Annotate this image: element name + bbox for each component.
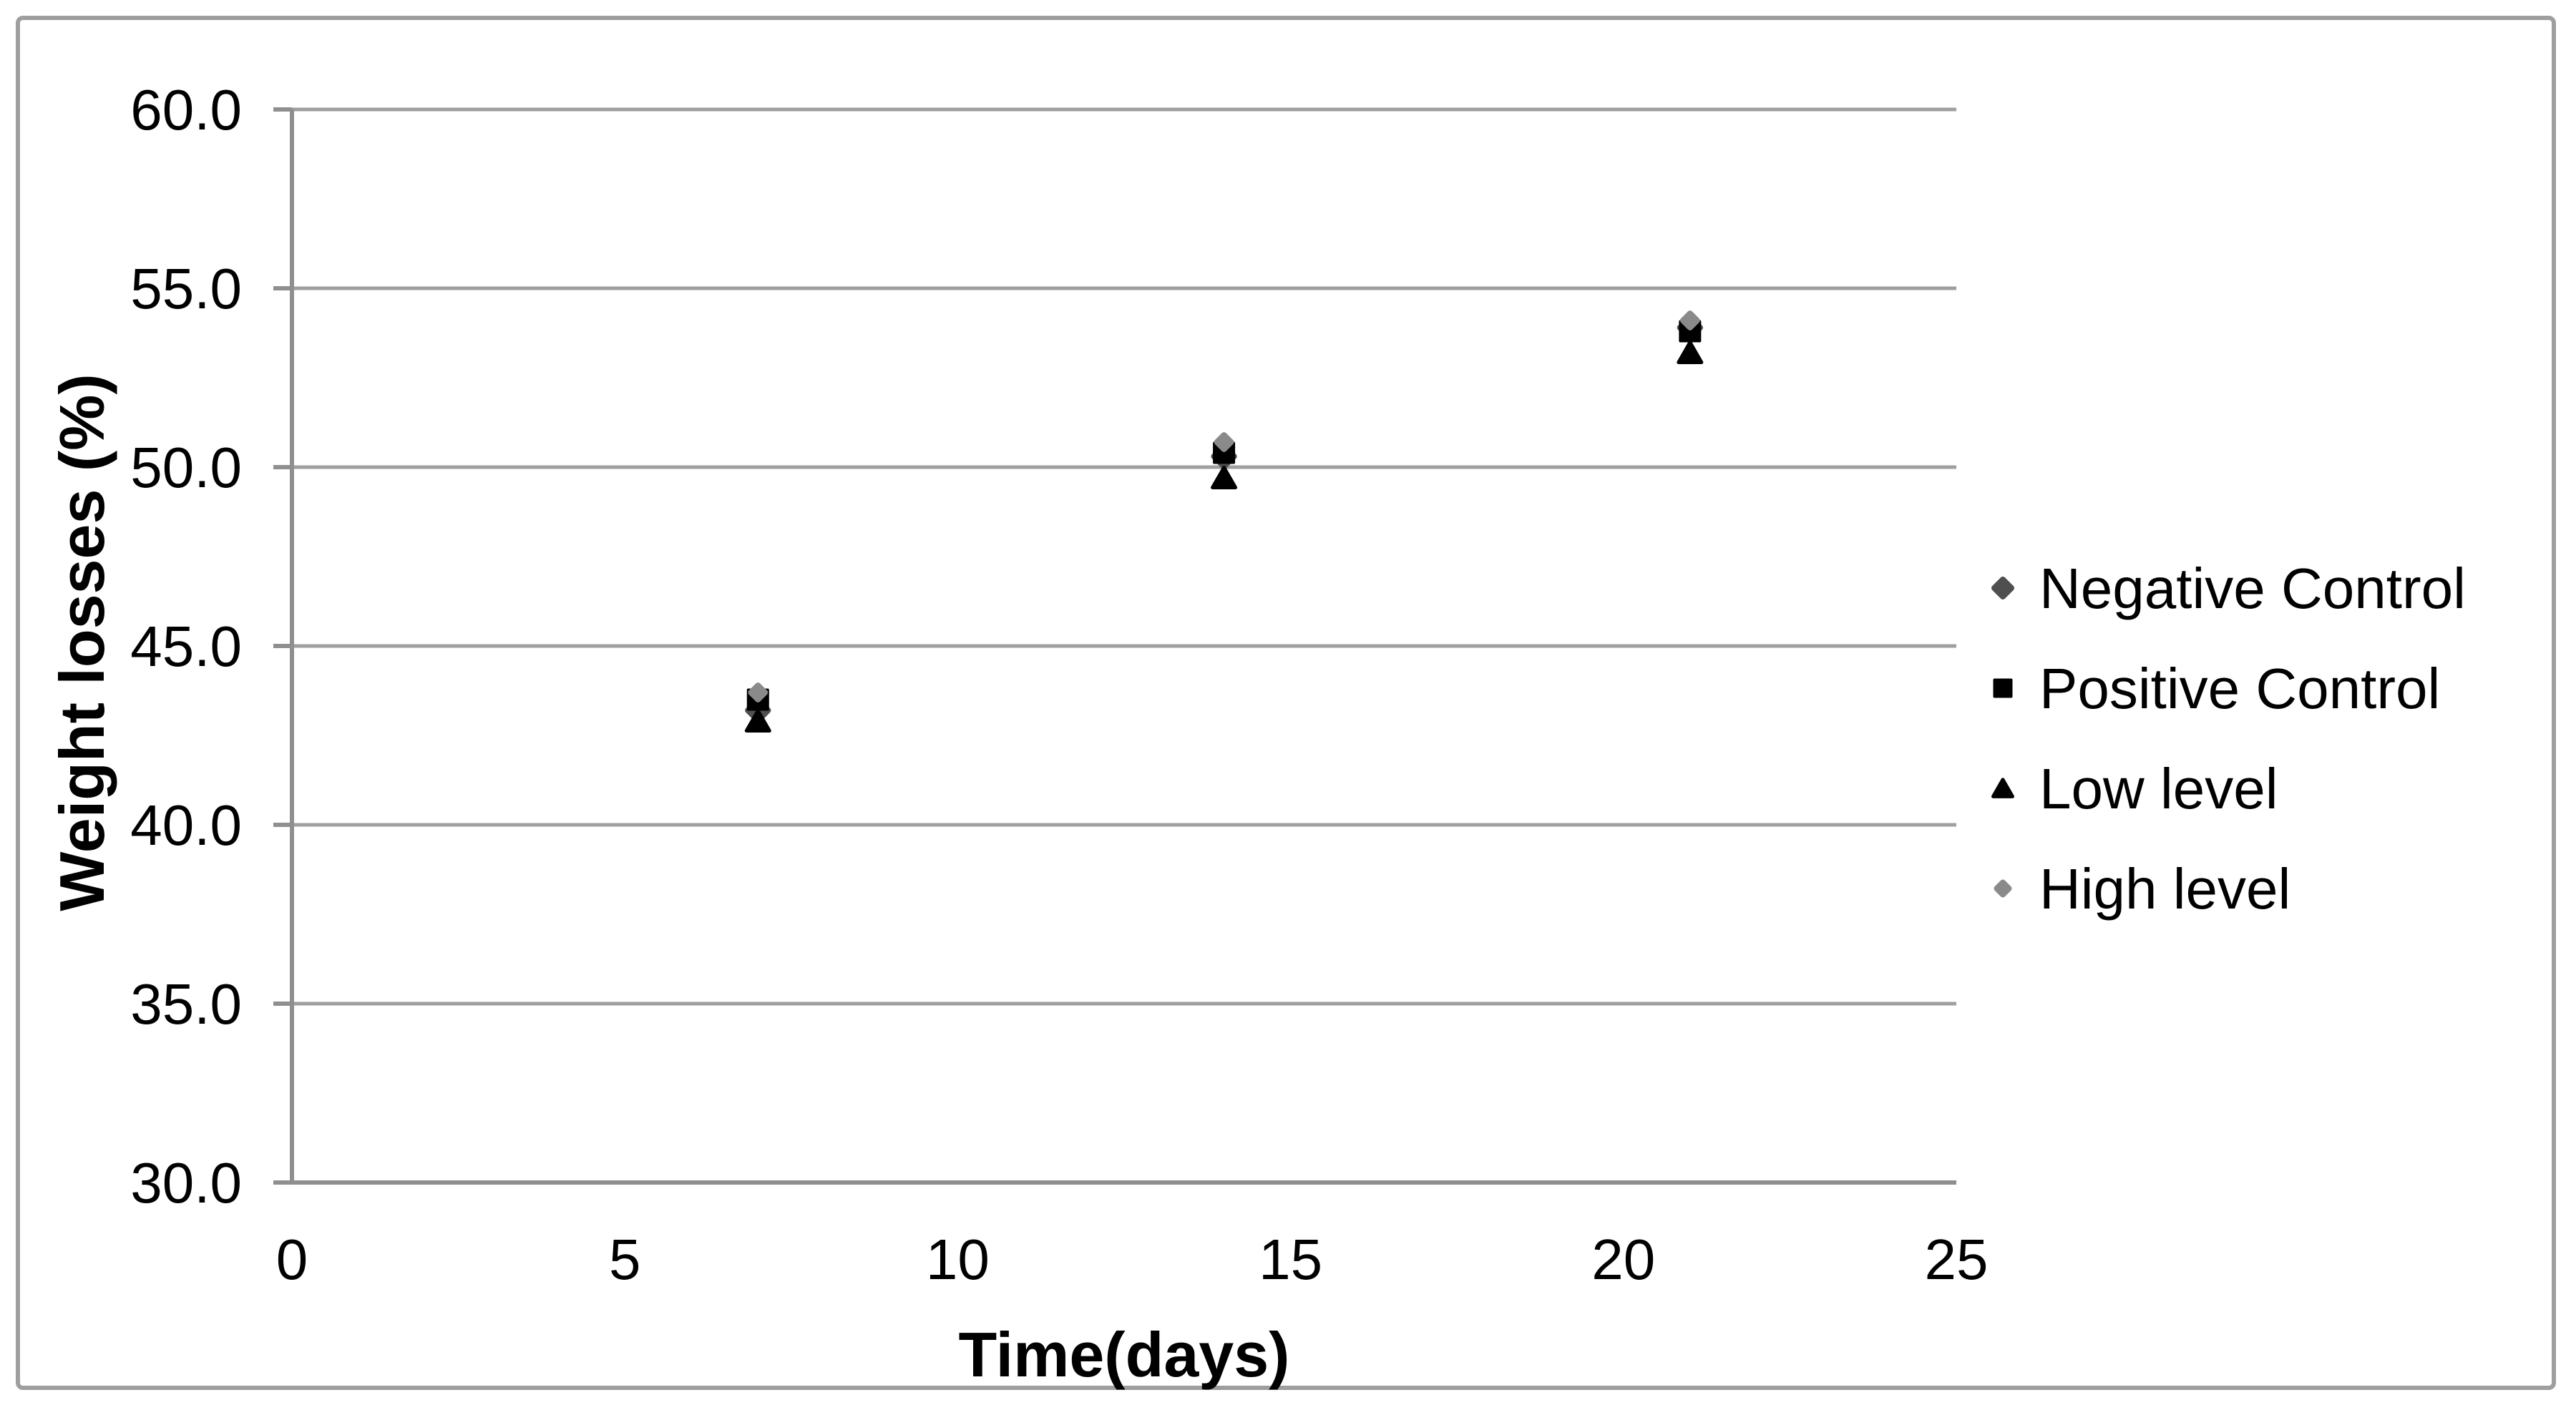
y-tick-label: 60.0 <box>130 78 242 142</box>
data-point-low-level <box>1677 341 1704 364</box>
y-tick-label: 45.0 <box>130 615 242 678</box>
legend-marker-positive-control <box>1993 678 2013 698</box>
x-tick-label: 5 <box>609 1228 641 1291</box>
data-point-high-level <box>1214 432 1234 452</box>
x-tick-label: 0 <box>276 1228 308 1291</box>
data-point-high-level <box>1679 310 1700 331</box>
legend-label-positive-control: Positive Control <box>2039 657 2440 720</box>
legend-marker-high-level <box>1994 879 2012 898</box>
y-tick-label: 50.0 <box>130 436 242 499</box>
figure-border <box>16 16 2556 1390</box>
legend-marker-negative-control <box>1991 576 2015 600</box>
y-tick-label: 35.0 <box>130 972 242 1036</box>
x-axis-title: Time(days) <box>958 1319 1290 1390</box>
y-tick-label: 30.0 <box>130 1151 242 1215</box>
legend-marker-low-level <box>1991 778 2014 798</box>
legend-label-negative-control: Negative Control <box>2039 557 2466 620</box>
y-tick-label: 55.0 <box>130 257 242 320</box>
x-tick-label: 25 <box>1925 1228 1989 1291</box>
y-axis-title: Weight losses (%) <box>47 373 117 911</box>
legend-label-low-level: Low level <box>2039 757 2278 821</box>
x-tick-label: 10 <box>926 1228 990 1291</box>
legend-label-high-level: High level <box>2039 857 2290 921</box>
data-point-low-level <box>1211 466 1238 489</box>
x-tick-label: 20 <box>1591 1228 1655 1291</box>
data-point-high-level <box>748 682 769 702</box>
data-point-low-level <box>744 709 771 733</box>
x-tick-label: 15 <box>1259 1228 1322 1291</box>
y-tick-label: 40.0 <box>130 793 242 857</box>
